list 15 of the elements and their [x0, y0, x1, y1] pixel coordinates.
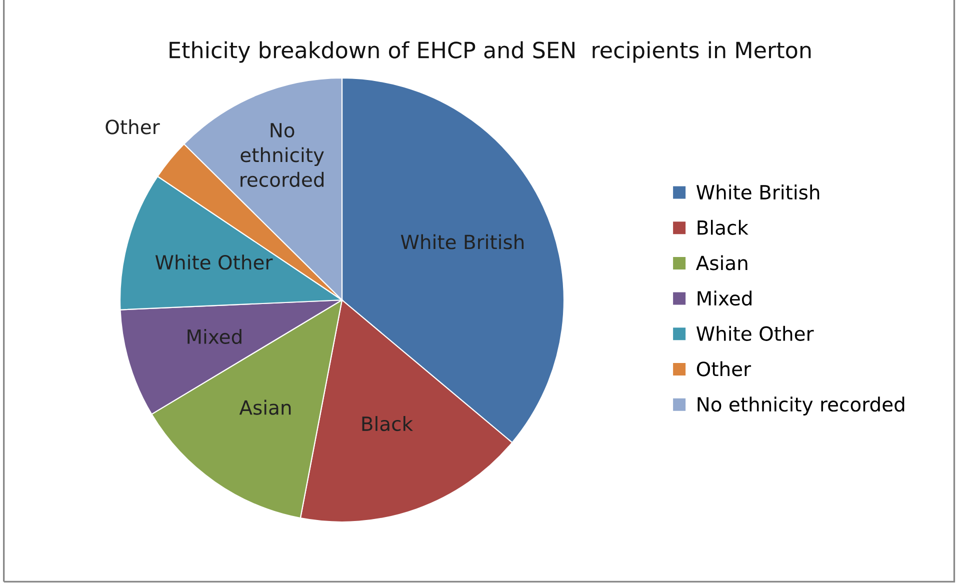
legend-label: White Other [696, 326, 814, 341]
slice-label: White Other [155, 254, 273, 270]
legend-label: Black [698, 220, 748, 235]
legend-label: No ethnicity recorded [698, 396, 904, 416]
slice-label: Mixed [188, 328, 242, 344]
slice-label: Asian [239, 400, 291, 415]
legend-label: Other [696, 361, 752, 376]
chart-title: Ethicity breakdown of EHCP and SEN recipients in Merton [170, 41, 811, 63]
slice-label: Black [362, 416, 413, 432]
slice-label: White British [400, 234, 524, 250]
slice-label: No ethnicity recorded [240, 123, 324, 187]
slice-label: Other [106, 119, 160, 134]
legend-label: White British [696, 184, 820, 200]
legend-label: Asian [696, 255, 748, 270]
legend-label: Mixed [698, 290, 752, 306]
